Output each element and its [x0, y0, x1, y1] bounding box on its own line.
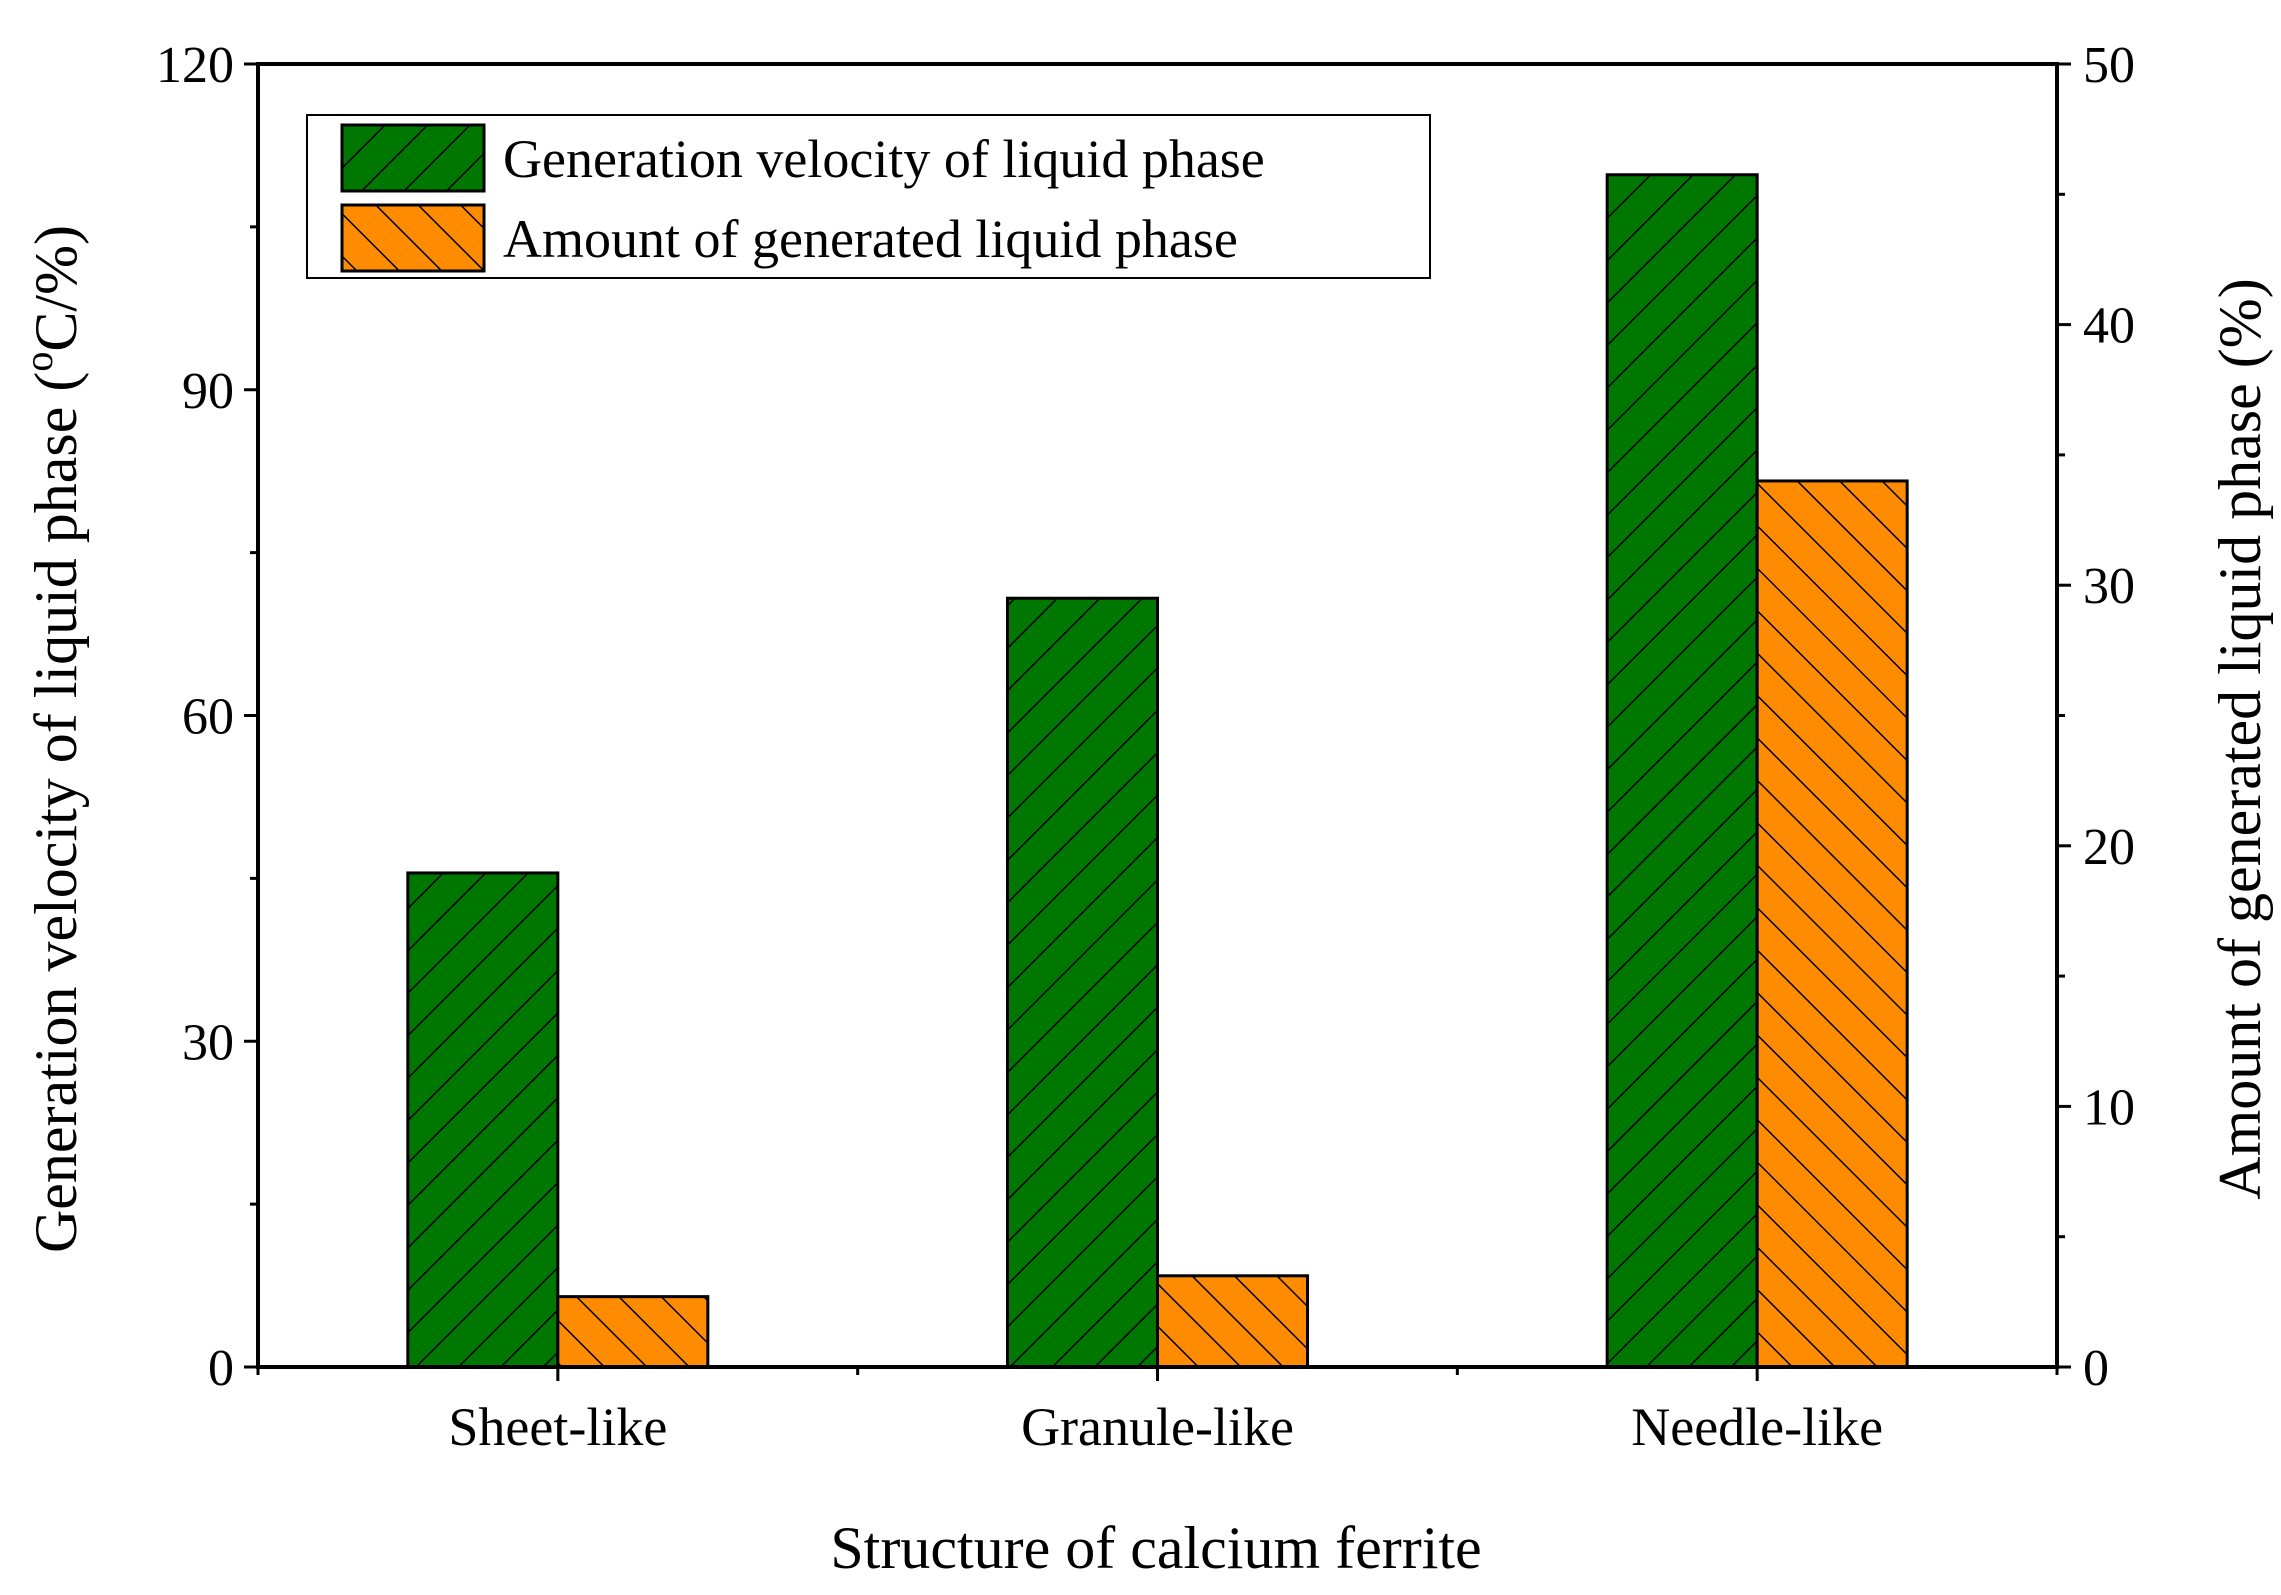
legend-box — [306, 114, 1431, 279]
bar-amount-granule-like — [1156, 1274, 1309, 1369]
right-tick-label: 10 — [2083, 1079, 2135, 1136]
left-axis-title: Generation velocity of liquid phase (oC/… — [16, 225, 89, 1253]
left-axis-title-sup: o — [16, 352, 61, 372]
ticks: Sheet-like Granule-like Needle-like 0 30 60 90… — [156, 37, 2135, 1457]
x-tick-label: Needle-like — [1631, 1397, 1883, 1457]
left-tick-label: 0 — [208, 1340, 234, 1397]
legend-swatch-velocity — [340, 123, 486, 193]
left-tick-label: 90 — [182, 363, 234, 420]
right-tick-label: 40 — [2083, 298, 2135, 355]
x-tick-label: Sheet-like — [448, 1397, 667, 1457]
right-tick-label: 30 — [2083, 558, 2135, 615]
x-tick-label: Granule-like — [1021, 1397, 1294, 1457]
left-axis-title-main: Generation velocity of liquid phase ( — [23, 372, 89, 1253]
left-axis-title-tail: C/%) — [23, 225, 89, 352]
bars — [406, 173, 1909, 1369]
right-axis-title: Amount of generated liquid phase (%) — [2207, 278, 2273, 1199]
left-tick-label: 60 — [182, 689, 234, 746]
right-tick-label: 20 — [2083, 819, 2135, 876]
left-tick-label: 120 — [156, 37, 234, 94]
bar-amount-sheet-like — [556, 1295, 710, 1369]
legend-swatch-amount — [340, 203, 486, 273]
legend: Generation velocity of liquid phase Amou… — [306, 114, 1431, 279]
left-tick-label: 30 — [182, 1014, 234, 1071]
bar-velocity-granule-like — [1006, 596, 1159, 1369]
bar-amount-needle-like — [1755, 479, 1909, 1369]
legend-label-amount: Amount of generated liquid phase — [503, 209, 1238, 269]
bar-velocity-needle-like — [1605, 173, 1759, 1369]
legend-label-velocity: Generation velocity of liquid phase — [503, 129, 1265, 189]
x-axis-title: Structure of calcium ferrite — [830, 1515, 1481, 1581]
right-tick-label: 0 — [2083, 1340, 2109, 1397]
right-tick-label: 50 — [2083, 37, 2135, 94]
bar-velocity-sheet-like — [406, 871, 560, 1369]
